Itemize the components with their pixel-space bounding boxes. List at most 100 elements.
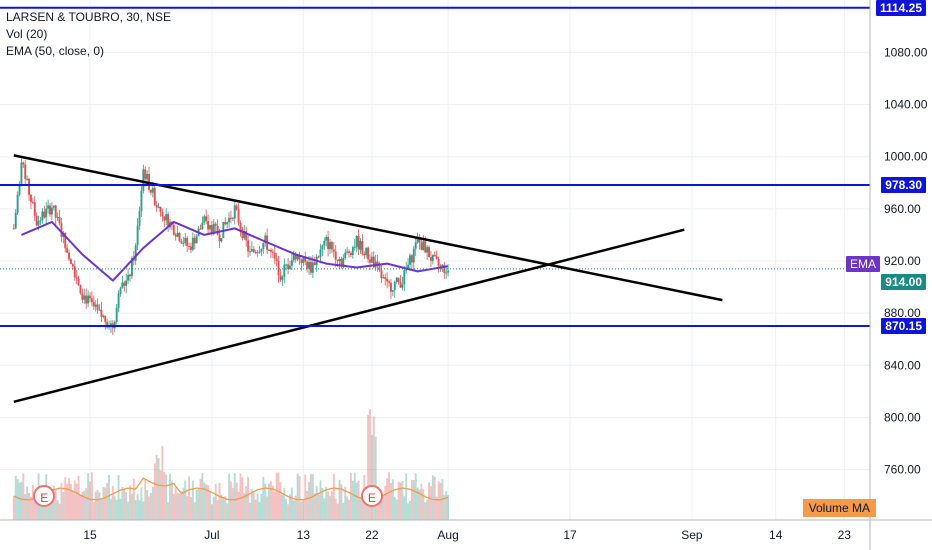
candle (431, 254, 434, 261)
candle (96, 304, 99, 310)
candle (106, 322, 109, 328)
ema-indicator-label[interactable]: EMA (50, close, 0) (6, 44, 105, 58)
volume-bar (410, 479, 413, 520)
candle (33, 202, 36, 216)
candle (401, 284, 404, 288)
candle (382, 277, 385, 279)
candle (167, 214, 170, 228)
volume-bar (323, 498, 326, 520)
candle (416, 238, 419, 243)
candle (39, 220, 42, 222)
candle (125, 280, 128, 286)
candle (372, 256, 375, 268)
candle (313, 262, 316, 266)
candle (357, 236, 360, 250)
candle (380, 270, 383, 279)
volume-bar (90, 472, 93, 520)
volume-bar (231, 487, 234, 520)
volume-bar (98, 492, 101, 520)
candle (153, 187, 156, 205)
earnings-badge[interactable]: E (33, 485, 56, 507)
volume-bar (270, 481, 272, 520)
time-tick-label: 17 (563, 528, 577, 542)
candle (110, 323, 112, 327)
volume-bar (422, 489, 425, 520)
volume-bar (386, 478, 389, 520)
volume-bar (266, 496, 269, 520)
candle (281, 276, 284, 280)
candle (300, 259, 303, 264)
candle (159, 206, 162, 212)
volume-bar (370, 434, 373, 520)
candle (414, 242, 417, 249)
earnings-badge[interactable]: E (360, 485, 383, 507)
volume-bar (96, 489, 99, 520)
candle (102, 315, 105, 317)
candle (277, 261, 280, 276)
volume-bar (108, 474, 110, 520)
candle (308, 261, 310, 269)
volume-bar (140, 487, 143, 520)
volume-bar (178, 493, 181, 520)
candle (321, 245, 324, 250)
candle (41, 211, 44, 221)
volume-bar (212, 496, 215, 520)
level-tag-upper: 978.30 (881, 177, 926, 193)
volume-bar (113, 496, 116, 520)
volume-bar (12, 496, 15, 520)
volume-bar (70, 484, 72, 520)
candle (190, 246, 192, 250)
candle (428, 247, 430, 258)
candle (294, 253, 297, 260)
candle (176, 232, 179, 237)
candle (330, 242, 333, 250)
price-tick-label: 1040.00 (884, 98, 928, 112)
candle (249, 251, 251, 253)
candle (245, 231, 248, 241)
candle (115, 307, 118, 322)
candle (68, 252, 70, 260)
level-tag-lower: 870.15 (881, 318, 926, 334)
candle (64, 232, 67, 249)
candle (203, 216, 206, 223)
volume-bar (106, 483, 109, 520)
candle (174, 234, 177, 237)
volume-bar (60, 482, 63, 520)
candle (119, 288, 122, 294)
volume-bar (298, 475, 301, 520)
candle (22, 162, 25, 165)
volume-bar (329, 496, 331, 520)
volume-indicator-label[interactable]: Vol (20) (6, 27, 48, 41)
volume-bar (384, 485, 387, 520)
volume-bar (416, 487, 419, 520)
candle (66, 248, 69, 253)
volume-bar (165, 474, 168, 520)
candle (241, 229, 244, 239)
volume-bar (218, 483, 221, 520)
candle (54, 205, 57, 218)
candle (327, 237, 330, 250)
volume-bar (230, 481, 232, 520)
price-tick-label: 1080.00 (884, 45, 928, 59)
volume-bar (321, 487, 324, 520)
volume-bar (258, 502, 261, 520)
candle (49, 205, 51, 215)
candle (212, 223, 215, 234)
volume-bar (92, 501, 95, 520)
candle (270, 249, 272, 252)
candle (302, 256, 305, 264)
candle (43, 211, 46, 218)
candle (298, 254, 301, 260)
ema-line (21, 220, 449, 282)
candle (184, 237, 187, 244)
volume-bar (290, 487, 293, 520)
volume-bar (169, 473, 171, 520)
grid (0, 0, 870, 520)
volume-bar (207, 485, 210, 520)
volume-bar (430, 486, 432, 520)
candle (188, 245, 190, 247)
symbol-title[interactable]: LARSEN & TOUBRO, 30, NSE (6, 10, 171, 24)
candle (31, 201, 34, 203)
